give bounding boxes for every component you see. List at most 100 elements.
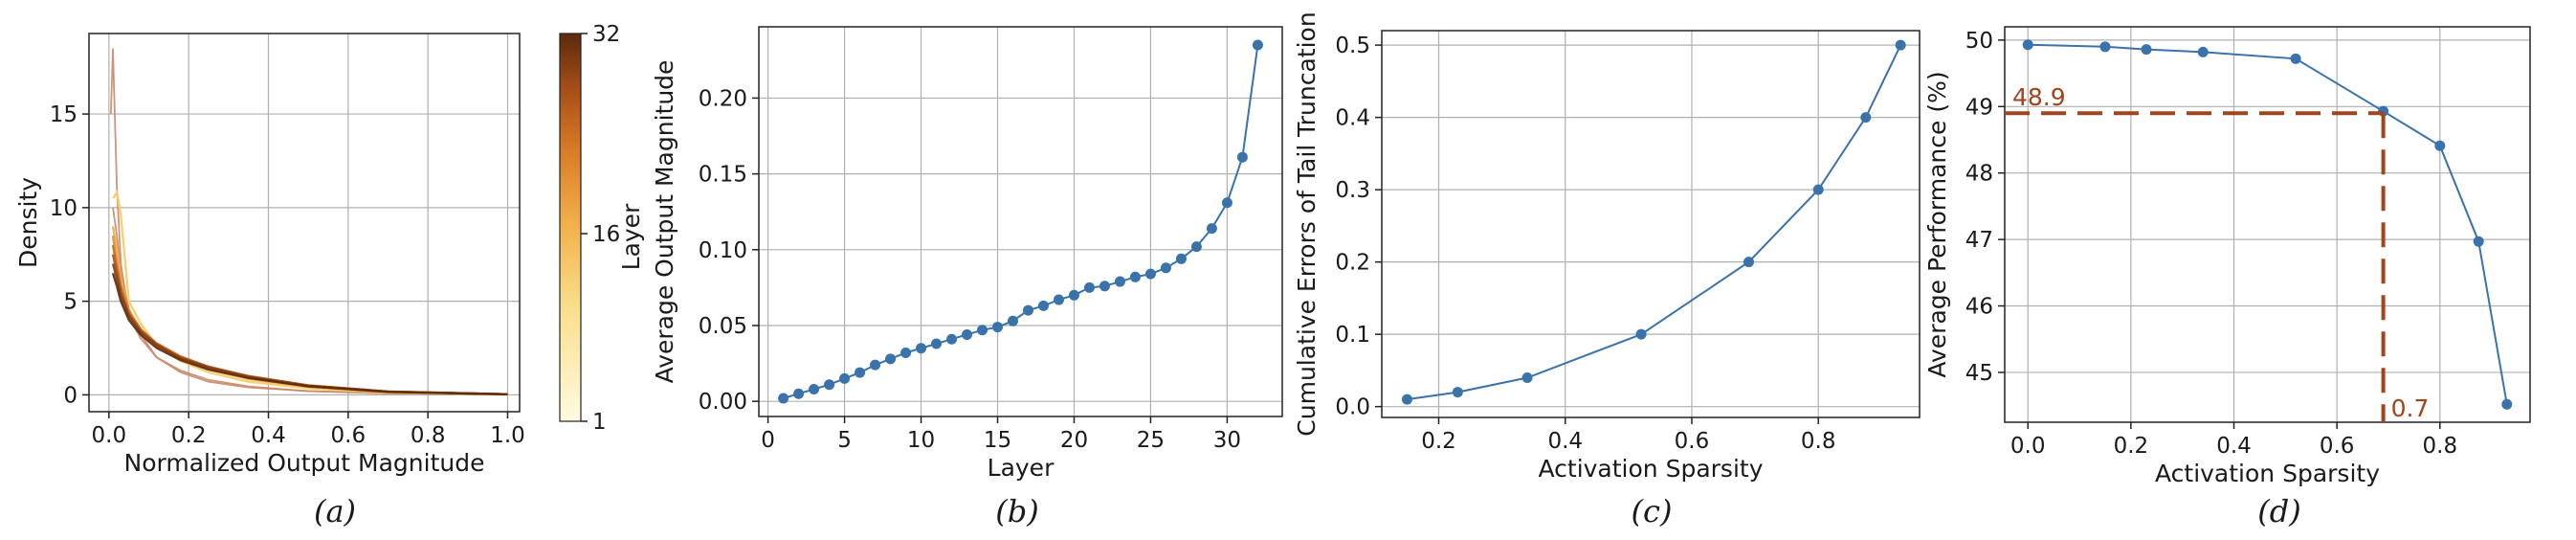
panel-a-frame bbox=[88, 33, 521, 413]
panel-a-xtick-label: 0.8 bbox=[411, 423, 446, 448]
panel-a-xtick-label: 0.6 bbox=[331, 423, 366, 448]
panel-b-ylabel: Average Output Magnitude bbox=[651, 60, 678, 384]
panel-b-point bbox=[778, 393, 789, 404]
colorbar-label: Layer bbox=[617, 203, 645, 270]
panel-b-point bbox=[793, 388, 805, 399]
panel-b-xlabel: Layer bbox=[988, 454, 1055, 482]
panel-c-xtick-label: 0.6 bbox=[1675, 429, 1710, 454]
panel-c-point bbox=[1452, 387, 1463, 398]
panel-b-point bbox=[1083, 281, 1095, 293]
panel-b-point bbox=[1252, 39, 1263, 51]
panel-b-point bbox=[809, 383, 820, 394]
panel-b-avg-output-magnitude: 0 5 10 15 20 25 30 0.00 0.05 0.10 0.15 0.20 Layer Ave… bbox=[651, 26, 1283, 482]
panel-a-series-layer-28 bbox=[111, 263, 508, 395]
panel-b-xtick-label: 10 bbox=[907, 428, 935, 453]
panel-c-point bbox=[1743, 257, 1754, 268]
panel-b-ytick-label: 0.20 bbox=[699, 86, 747, 111]
panel-b-point bbox=[824, 379, 835, 391]
panel-b-point bbox=[839, 372, 851, 384]
colorbar-layer: 1 16 32 Layer bbox=[559, 22, 645, 435]
panel-c-xlabel: Activation Sparsity bbox=[1538, 455, 1763, 483]
panel-b-point bbox=[1099, 281, 1110, 292]
panel-b-ytick-label: 0.15 bbox=[699, 163, 747, 188]
panel-b-point bbox=[1236, 151, 1248, 163]
panel-a-ytick-label: 5 bbox=[63, 290, 78, 315]
panel-a-xtick-label: 0.4 bbox=[251, 423, 286, 448]
panel-c-ytick-label: 0.4 bbox=[1335, 106, 1370, 131]
panel-d-point bbox=[2022, 39, 2033, 51]
colorbar-tick-label: 32 bbox=[592, 22, 620, 47]
panel-d-xtick-label: 0.2 bbox=[2114, 434, 2149, 459]
panel-b-point bbox=[977, 325, 988, 336]
panel-b-point bbox=[900, 347, 912, 358]
panel-b-point bbox=[1144, 268, 1156, 280]
panel-d-ytick-label: 50 bbox=[1965, 29, 1993, 54]
panel-d-ytick-label: 47 bbox=[1965, 228, 1993, 253]
caption-c: (c) bbox=[1632, 493, 1673, 529]
panel-c-point bbox=[1860, 112, 1872, 124]
panel-d-point bbox=[2141, 44, 2152, 56]
panel-a-xtick-label: 0.0 bbox=[92, 423, 127, 448]
panel-b-xtick-label: 15 bbox=[984, 428, 1011, 453]
panel-b-point bbox=[885, 353, 897, 365]
panel-a-xtick-label: 1.0 bbox=[490, 423, 525, 448]
panel-d-ytick-label: 46 bbox=[1965, 295, 1993, 320]
panel-d-xtick-label: 0.4 bbox=[2216, 434, 2252, 459]
panel-c-series-line bbox=[1407, 44, 1902, 401]
panel-b-xtick-label: 5 bbox=[837, 428, 852, 453]
panel-a-series-layer-12 bbox=[111, 226, 508, 395]
panel-a-ytick-label: 0 bbox=[63, 383, 78, 408]
panel-d-point bbox=[2197, 46, 2209, 57]
panel-b-point bbox=[1129, 271, 1141, 282]
panel-d-xtick-label: 0.0 bbox=[2010, 434, 2046, 459]
panel-b-xtick-label: 25 bbox=[1137, 428, 1165, 453]
panel-b-point bbox=[916, 343, 927, 354]
panel-b-point bbox=[992, 322, 1004, 333]
panel-b-frame bbox=[758, 26, 1283, 417]
panel-d-xlabel: Activation Sparsity bbox=[2155, 460, 2380, 487]
panel-d-annotation-0.7: 0.7 bbox=[2391, 394, 2430, 422]
panel-c-xtick-label: 0.4 bbox=[1547, 429, 1583, 454]
panel-c-point bbox=[1812, 184, 1824, 195]
caption-d: (d) bbox=[2257, 493, 2300, 529]
panel-d-series-line bbox=[2028, 43, 2508, 405]
panel-a-ytick-label: 15 bbox=[50, 102, 78, 127]
panel-d-ytick-label: 48 bbox=[1965, 162, 1993, 187]
colorbar-tick-label: 16 bbox=[592, 222, 620, 247]
panel-b-ytick-label: 0.00 bbox=[699, 390, 747, 415]
panel-b-xtick-label: 20 bbox=[1060, 428, 1088, 453]
panel-a-xtick-label: 0.2 bbox=[171, 423, 207, 448]
panel-c-frame bbox=[1381, 30, 1921, 418]
panel-a-xlabel: Normalized Output Magnitude bbox=[124, 449, 485, 477]
panel-b-point bbox=[1008, 315, 1019, 326]
panel-c-point bbox=[1635, 328, 1647, 340]
panel-d-ytick-label: 45 bbox=[1965, 361, 1993, 386]
panel-a-series-layer-16 bbox=[111, 236, 508, 395]
panel-b-point bbox=[946, 333, 958, 345]
panel-d-point bbox=[2099, 41, 2111, 53]
panel-d-point bbox=[2473, 236, 2484, 247]
panel-a-ytick-label: 10 bbox=[50, 196, 78, 221]
panel-c-ylabel: Cumulative Errors of Tail Truncation bbox=[1293, 11, 1321, 436]
panel-c-ytick-label: 0.3 bbox=[1335, 178, 1370, 203]
panel-b-xtick-label: 30 bbox=[1213, 428, 1241, 453]
panel-c-ytick-label: 0.0 bbox=[1335, 395, 1370, 420]
panel-a-series-layer-8 bbox=[112, 190, 508, 396]
panel-c-ytick-label: 0.1 bbox=[1335, 323, 1370, 348]
panel-d-ylabel: Average Performance (%) bbox=[1923, 71, 1951, 377]
panel-a-series-layer-4 bbox=[110, 48, 508, 395]
panel-b-point bbox=[1175, 253, 1187, 264]
panel-c-xtick-label: 0.2 bbox=[1421, 429, 1456, 454]
panel-b-ytick-label: 0.10 bbox=[699, 238, 747, 263]
panel-b-point bbox=[1160, 262, 1171, 274]
panel-b-point bbox=[1037, 300, 1049, 311]
panel-b-point bbox=[1206, 223, 1217, 235]
panel-a-series-layer-20 bbox=[111, 244, 508, 395]
panel-b-point bbox=[1053, 294, 1064, 305]
panel-c-xtick-label: 0.8 bbox=[1801, 429, 1836, 454]
panel-c-ytick-label: 0.5 bbox=[1335, 34, 1370, 58]
panel-a-ylabel: Density bbox=[14, 177, 42, 268]
panel-b-point bbox=[962, 328, 973, 340]
panel-c-ytick-label: 0.2 bbox=[1335, 251, 1370, 276]
panel-d-average-performance: 0.0 0.2 0.4 0.6 0.8 45 46 47 48 49 50 Activation Sp… bbox=[1923, 26, 2531, 487]
